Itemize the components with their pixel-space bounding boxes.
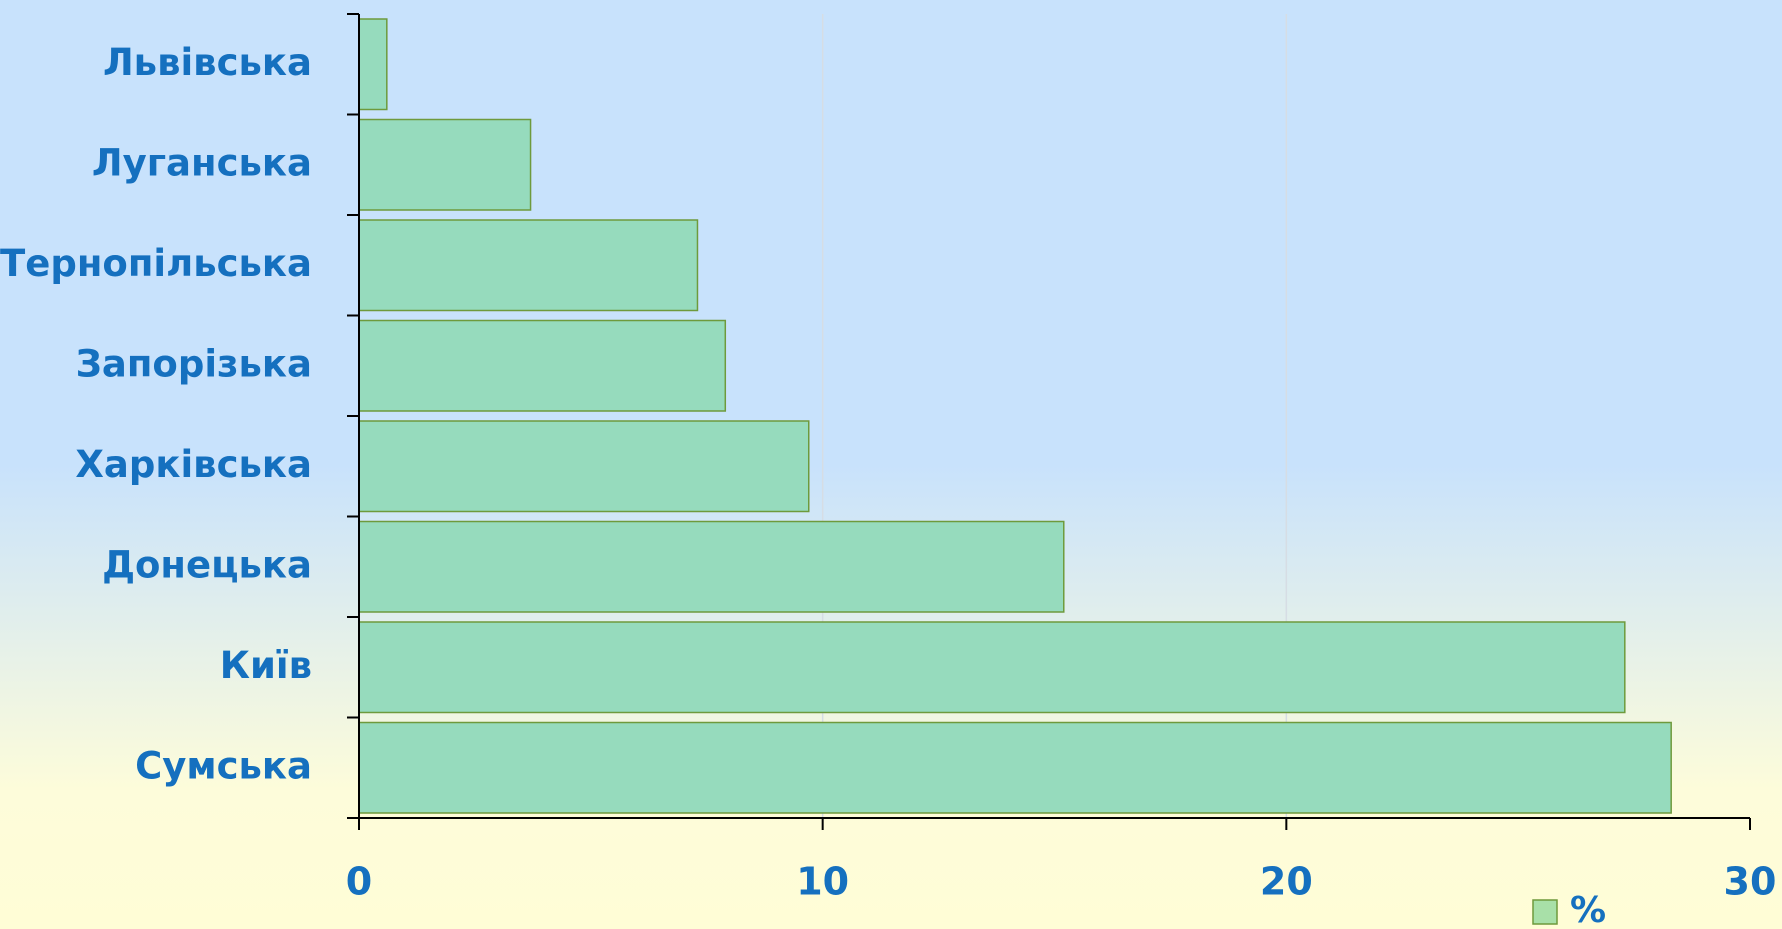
legend-swatch: [1532, 899, 1558, 925]
x-tick-label: 30: [1724, 860, 1777, 904]
y-tick-label: Львівська: [103, 41, 312, 84]
bar: [358, 520, 1065, 613]
x-tick-label: 10: [796, 860, 849, 904]
x-tick-label: 20: [1260, 860, 1313, 904]
bar: [358, 319, 727, 412]
bar: [358, 621, 1626, 714]
bar: [358, 219, 699, 312]
y-tick-label: Сумська: [135, 744, 312, 787]
y-tick-label: Луганська: [92, 141, 312, 184]
y-tick-label: Харківська: [75, 443, 312, 486]
x-tick-label: 0: [346, 860, 372, 904]
legend-label: %: [1570, 890, 1606, 929]
bar: [358, 420, 810, 513]
bar: [358, 18, 388, 111]
bar: [358, 721, 1672, 814]
y-tick-label: Донецька: [102, 543, 312, 586]
y-tick-label: Тернопільська: [0, 242, 312, 285]
bar: [358, 118, 532, 211]
y-tick-label: Запорізька: [76, 342, 312, 385]
y-tick-label: Київ: [220, 644, 312, 687]
